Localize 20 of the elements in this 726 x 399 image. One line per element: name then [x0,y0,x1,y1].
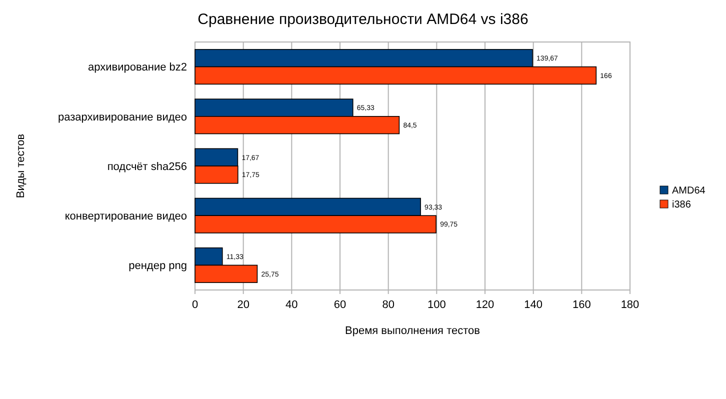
legend-label: i386 [672,200,692,210]
y-tick-label: подсчёт sha256 [107,160,187,173]
x-tick-label: 160 [572,299,591,311]
x-tick-label: 140 [524,299,543,311]
x-axis-title: Время выполнения тестов [345,325,480,337]
x-tick-label: 60 [334,299,346,311]
x-tick-label: 180 [620,299,640,311]
chart-title: Сравнение производительности AMD64 vs i386 [198,11,528,28]
y-tick-label: рендер png [128,260,187,272]
y-axis-title: Виды тестов [15,134,27,198]
x-tick-label: 100 [427,299,446,311]
x-tick-label: 20 [237,299,250,311]
y-tick-label: архивирование bz2 [88,62,187,74]
x-tick-label: 40 [286,299,298,311]
x-tick-label: 80 [382,299,394,311]
y-tick-label: конвертирование видео [64,210,187,222]
x-tick-label: 120 [476,299,494,311]
x-tick-label: 0 [192,299,198,311]
legend-label: AMD64 [672,186,706,196]
y-tick-label: разархивирование видео [58,111,187,124]
